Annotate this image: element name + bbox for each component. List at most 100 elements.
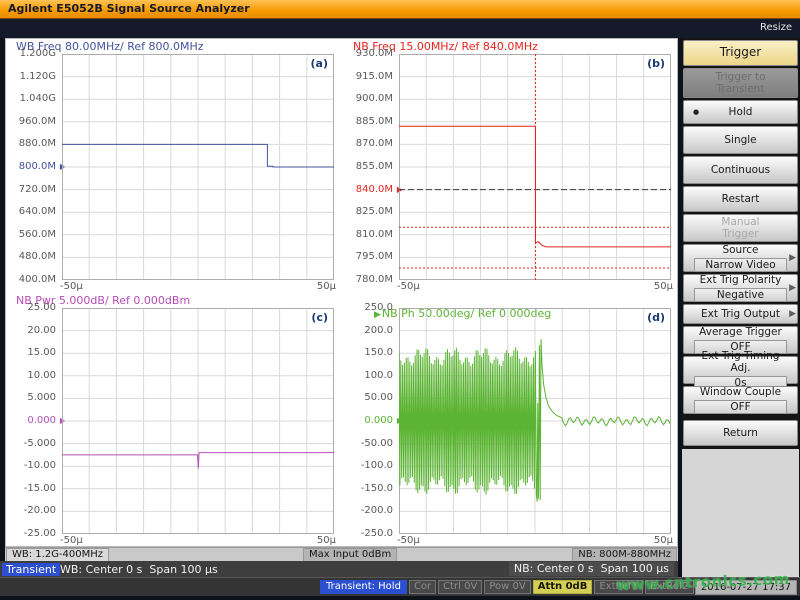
chart-nb-freq: NB Freq 15.00MHz/ Ref 840.0MHz 930.0M915… (345, 39, 679, 291)
y-tick-label: 795.0M (356, 251, 393, 262)
softkey-polarity-value: Negative (694, 288, 787, 302)
y-tick-label: 840.0M▶ (356, 184, 393, 195)
softkey-source[interactable]: Source Narrow Video ▶ (683, 244, 798, 272)
y-tick-label: -25.00 (24, 528, 56, 539)
nb-range-indicator: NB: 800M-880MHz (572, 548, 677, 562)
submenu-arrow-icon: ▶ (789, 253, 796, 263)
status-extref1: ExtRef1 (594, 580, 643, 594)
y-tick-label: 885.0M (356, 116, 393, 127)
app-window: { "window": { "title": "Agilent E5052B S… (0, 0, 800, 600)
y-tick-label: 870.0M (356, 138, 393, 149)
plot-grid-c (62, 308, 334, 534)
y-tick-label: 250.0 (364, 302, 393, 313)
y-tick-label: 100.0 (364, 370, 393, 381)
softkey-window-couple-value: OFF (694, 400, 787, 414)
submenu-arrow-icon: ▶ (789, 309, 796, 319)
y-axis-labels: 250.0200.0150.0100.050.000.000▶-50.00-10… (345, 293, 397, 545)
plot-area-nb-power[interactable] (62, 308, 334, 534)
y-tick-label: 855.0M (356, 161, 393, 172)
status-extref2: ExtRef2 (645, 580, 694, 594)
softkey-source-value: Narrow Video (694, 258, 787, 272)
softkey-window-couple[interactable]: Window Couple OFF (683, 386, 798, 414)
status-cor: Cor (409, 580, 436, 594)
y-tick-label: 200.0 (364, 325, 393, 336)
y-tick-label: -150.0 (361, 483, 393, 494)
y-tick-label: 5.000 (27, 392, 56, 403)
y-tick-label: -10.00 (24, 460, 56, 471)
x-tick-max: 50µ (654, 281, 673, 292)
y-tick-label: 640.0M (19, 206, 56, 217)
plot-area-wb-freq[interactable] (62, 54, 334, 280)
transient-mode-badge: Transient (2, 563, 60, 576)
y-tick-label: 720.0M (19, 184, 56, 195)
y-tick-label: 810.0M (356, 229, 393, 240)
plot-area-nb-phase[interactable] (399, 308, 671, 534)
x-tick-min: -50µ (60, 535, 83, 546)
y-tick-label: 1.040G (20, 93, 56, 104)
trigger-state-badge: Transient: Hold (320, 580, 407, 594)
y-tick-label: 25.00 (27, 302, 56, 313)
plot-letter-b: (b) (647, 57, 665, 70)
instrument-status-bar: Transient: Hold Cor Ctrl 0V Pow 0V Attn … (0, 577, 800, 596)
status-segments: Transient: Hold Cor Ctrl 0V Pow 0V Attn … (320, 580, 758, 594)
y-tick-label: 0.000▶ (27, 415, 56, 426)
plot-letter-d: (d) (647, 311, 665, 324)
x-tick-min: -50µ (60, 281, 83, 292)
wb-range-indicator: WB: 1.2G-400MHz (6, 548, 109, 562)
sweep-status-bar: Transient WB: Center 0 s Span 100 µs NB:… (0, 561, 678, 577)
x-tick-max: 50µ (317, 281, 336, 292)
softkey-hold[interactable]: ● Hold (683, 100, 798, 124)
y-tick-label: 10.00 (27, 370, 56, 381)
window-bar: Resize (0, 19, 800, 38)
status-ctrl: Ctrl 0V (438, 580, 482, 594)
y-tick-label: -200.0 (361, 505, 393, 516)
softkey-restart[interactable]: Restart (683, 186, 798, 212)
y-tick-label: 780.0M (356, 274, 393, 285)
y-tick-label: 900.0M (356, 93, 393, 104)
y-tick-label: -20.00 (24, 505, 56, 516)
y-tick-label: 1.200G (20, 48, 56, 59)
y-tick-label: 880.0M (19, 138, 56, 149)
resize-button[interactable]: Resize (760, 22, 792, 33)
chart-wb-freq: WB Freq 80.00MHz/ Ref 800.0MHz 1.200G1.1… (8, 39, 342, 291)
y-tick-label: -50.00 (361, 438, 393, 449)
plot-area-nb-freq[interactable] (399, 54, 671, 280)
y-tick-label: 0.000▶ (364, 415, 393, 426)
y-axis-labels: 1.200G1.120G1.040G960.0M880.0M800.0M▶720… (8, 39, 60, 291)
plot-letter-c: (c) (311, 311, 328, 324)
x-tick-min: -50µ (397, 535, 420, 546)
y-tick-label: 480.0M (19, 251, 56, 262)
y-tick-label: 400.0M (19, 274, 56, 285)
softkey-ext-trig-polarity[interactable]: Ext Trig Polarity Negative ▶ (683, 274, 798, 302)
plot-letter-a: (a) (311, 57, 328, 70)
x-tick-max: 50µ (654, 535, 673, 546)
app-title: Agilent E5052B Signal Source Analyzer (8, 2, 250, 15)
x-tick-min: -50µ (397, 281, 420, 292)
softkey-menu: Trigger Trigger to Transient ● Hold Sing… (682, 38, 799, 577)
plot-grid-a (62, 54, 334, 280)
softkey-trigger-header[interactable]: Trigger (683, 40, 798, 66)
title-bar: Agilent E5052B Signal Source Analyzer (0, 0, 800, 19)
plot-grid-d (399, 308, 671, 534)
y-tick-label: 20.00 (27, 325, 56, 336)
softkey-stack: Trigger Trigger to Transient ● Hold Sing… (682, 38, 799, 449)
plot-grid-b (399, 54, 671, 280)
y-tick-label: 560.0M (19, 229, 56, 240)
y-tick-label: 50.00 (364, 392, 393, 403)
softkey-ext-trig-timing-adj[interactable]: Ext Trig Timing Adj. 0s (683, 356, 798, 384)
y-tick-label: 960.0M (19, 116, 56, 127)
y-tick-label: 825.0M (356, 206, 393, 217)
softkey-return[interactable]: Return (683, 420, 798, 446)
softkey-continuous[interactable]: Continuous (683, 156, 798, 184)
y-tick-label: 915.0M (356, 71, 393, 82)
softkey-ext-trig-output[interactable]: Ext Trig Output ▶ (683, 304, 798, 324)
chart-nb-power: NB Pwr 5.000dB/ Ref 0.000dBm 25.0020.001… (8, 293, 342, 545)
wb-sweep-info: WB: Center 0 s Span 100 µs (60, 563, 218, 576)
softkey-single[interactable]: Single (683, 126, 798, 154)
y-tick-label: -100.0 (361, 460, 393, 471)
trace-d (399, 339, 670, 501)
y-axis-labels: 25.0020.0015.0010.005.0000.000▶-5.000-10… (8, 293, 60, 545)
y-tick-label: 1.120G (20, 71, 56, 82)
selection-dot-icon: ● (693, 108, 699, 116)
chart-nb-phase: ▶NB Ph 50.00deg/ Ref 0.000deg 250.0200.0… (345, 293, 679, 545)
